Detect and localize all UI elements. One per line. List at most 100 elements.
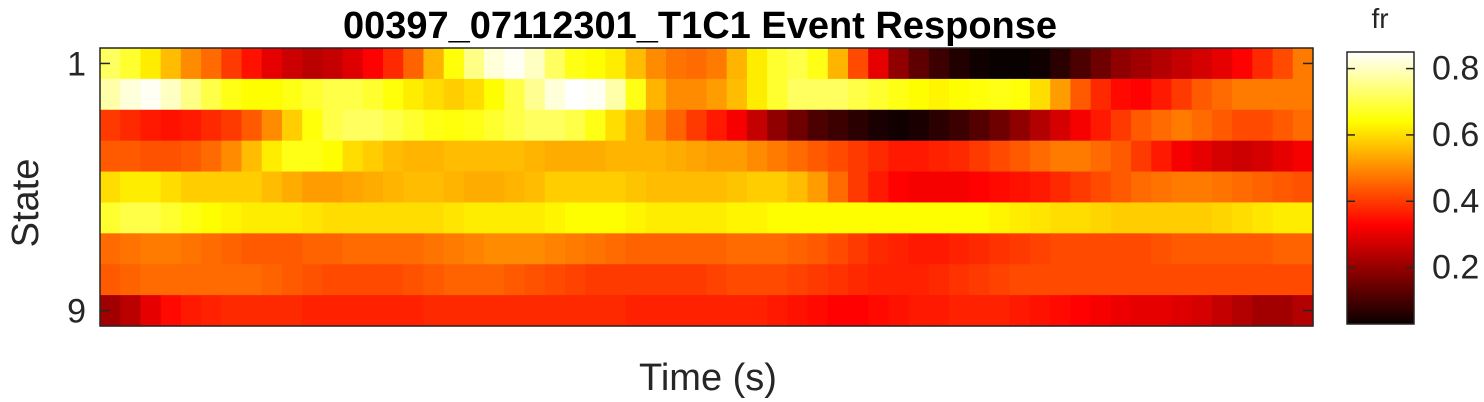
heatmap-cell-state-7-col-17	[423, 233, 445, 265]
heatmap-cell-state-6-col-20	[484, 202, 505, 234]
heatmap-cell-state-4-col-26	[605, 140, 627, 173]
heatmap-cell-state-6-col-10	[281, 202, 303, 234]
heatmap-cell-state-8-col-14	[362, 264, 384, 296]
heatmap-cell-state-6-col-59	[1272, 202, 1294, 234]
heatmap-cell-state-9-col-17	[423, 295, 445, 327]
heatmap-cell-state-4-col-3	[140, 140, 162, 173]
heatmap-cell-state-5-col-13	[342, 171, 364, 204]
heatmap-cell-state-2-col-49	[1070, 78, 1092, 111]
heatmap-cell-state-7-col-7	[221, 233, 243, 265]
heatmap-cell-state-3-col-9	[261, 109, 283, 142]
heatmap-cell-state-9-col-13	[342, 295, 364, 327]
heatmap-cell-state-8-col-7	[221, 264, 243, 296]
heatmap-cell-state-5-col-31	[706, 171, 728, 204]
heatmap-cell-state-2-col-2	[120, 78, 142, 111]
heatmap-cell-state-1-col-56	[1211, 48, 1233, 80]
heatmap-cell-state-5-col-27	[625, 171, 647, 204]
heatmap-cell-state-7-col-23	[544, 233, 566, 265]
heatmap-cell-state-4-col-37	[827, 140, 849, 173]
heatmap-cell-state-4-col-44	[969, 140, 991, 173]
heatmap-cell-state-4-col-59	[1272, 140, 1294, 173]
heatmap-cell-state-8-col-36	[807, 264, 829, 296]
heatmap-cell-state-6-col-48	[1050, 202, 1071, 234]
heatmap-cell-state-6-col-22	[524, 202, 546, 234]
heatmap-cell-state-8-col-57	[1232, 264, 1253, 296]
heatmap-cell-state-5-col-26	[605, 171, 627, 204]
heatmap-cell-state-3-col-22	[524, 109, 546, 142]
heatmap-cell-state-8-col-25	[585, 264, 607, 296]
heatmap-cell-state-9-col-10	[281, 295, 303, 327]
heatmap-cell-state-5-col-14	[362, 171, 384, 204]
heatmap-cell-state-6-col-39	[868, 202, 890, 234]
heatmap-cell-state-7-col-48	[1050, 233, 1071, 265]
heatmap-cell-state-6-col-56	[1211, 202, 1233, 234]
heatmap-cell-state-8-col-34	[767, 264, 788, 296]
heatmap-cell-state-5-col-58	[1252, 171, 1274, 204]
heatmap-cell-state-2-col-26	[605, 78, 627, 111]
heatmap-cell-state-4-col-39	[868, 140, 890, 173]
heatmap-cell-state-7-col-36	[807, 233, 829, 265]
heatmap-cell-state-3-col-39	[868, 109, 890, 142]
heatmap-cell-state-9-col-3	[140, 295, 162, 327]
heatmap-cell-state-1-col-53	[1151, 48, 1173, 80]
heatmap-cell-state-7-col-60	[1292, 233, 1314, 265]
heatmap-cell-state-9-col-21	[504, 295, 526, 327]
heatmap-cell-state-6-col-58	[1252, 202, 1274, 234]
heatmap-cell-state-4-col-20	[484, 140, 505, 173]
heatmap-cell-state-4-col-29	[666, 140, 687, 173]
heatmap-cell-state-3-col-55	[1191, 109, 1213, 142]
heatmap-cell-state-1-col-30	[686, 48, 708, 80]
heatmap-cell-state-3-col-46	[1009, 109, 1031, 142]
heatmap-cell-state-6-col-2	[120, 202, 142, 234]
heatmap-cell-state-6-col-54	[1171, 202, 1193, 234]
heatmap-cell-state-1-col-33	[746, 48, 768, 80]
heatmap-cell-state-2-col-51	[1110, 78, 1132, 111]
heatmap-cell-state-6-col-44	[969, 202, 991, 234]
heatmap-cell-state-8-col-13	[342, 264, 364, 296]
heatmap-cell-state-7-col-19	[463, 233, 485, 265]
heatmap-cell-state-5-col-20	[484, 171, 505, 204]
heatmap-cell-state-6-col-15	[383, 202, 404, 234]
heatmap-cell-state-6-col-12	[322, 202, 344, 234]
heatmap-cell-state-1-col-41	[908, 48, 930, 80]
heatmap-cell-state-8-col-58	[1252, 264, 1274, 296]
heatmap-cell-state-2-col-27	[625, 78, 647, 111]
heatmap-cell-state-5-col-22	[524, 171, 546, 204]
heatmap-cell-state-1-col-54	[1171, 48, 1193, 80]
heatmap-cell-state-3-col-27	[625, 109, 647, 142]
heatmap-cell-state-2-col-12	[322, 78, 344, 111]
heatmap-cell-state-6-col-33	[746, 202, 768, 234]
heatmap-cell-state-4-col-49	[1070, 140, 1092, 173]
heatmap-cell-state-4-col-16	[403, 140, 425, 173]
heatmap-cell-state-5-col-8	[241, 171, 263, 204]
heatmap-cell-state-2-col-38	[848, 78, 869, 111]
heatmap-cell-state-9-col-58	[1252, 295, 1274, 327]
heatmap-cell-state-1-col-46	[1009, 48, 1031, 80]
heatmap-cell-state-8-col-17	[423, 264, 445, 296]
heatmap-cell-state-5-col-44	[969, 171, 991, 204]
heatmap-cell-state-3-col-57	[1232, 109, 1253, 142]
heatmap-cell-state-9-col-39	[868, 295, 890, 327]
heatmap-cell-state-8-col-11	[302, 264, 323, 296]
colorbar-tick-label: 0.8	[1432, 50, 1479, 88]
heatmap-cell-state-4-col-36	[807, 140, 829, 173]
heatmap-cell-state-6-col-1	[100, 202, 121, 234]
heatmap-cell-state-1-col-7	[221, 48, 243, 80]
heatmap-cell-state-3-col-7	[221, 109, 243, 142]
heatmap-cell-state-9-col-7	[221, 295, 243, 327]
heatmap-cell-state-2-col-8	[241, 78, 263, 111]
heatmap-cell-state-8-col-44	[969, 264, 991, 296]
heatmap-cell-state-4-col-35	[787, 140, 809, 173]
heatmap-cell-state-6-col-51	[1110, 202, 1132, 234]
heatmap-cell-state-9-col-40	[888, 295, 910, 327]
heatmap-cell-state-4-col-9	[261, 140, 283, 173]
heatmap-cell-state-8-col-4	[160, 264, 182, 296]
heatmap-cell-state-3-col-19	[463, 109, 485, 142]
heatmap-cell-state-5-col-2	[120, 171, 142, 204]
heatmap-cell-state-7-col-24	[564, 233, 586, 265]
heatmap-cell-state-8-col-22	[524, 264, 546, 296]
heatmap-cell-state-4-col-24	[564, 140, 586, 173]
heatmap-cell-state-4-col-18	[443, 140, 465, 173]
colorbar-tick-label: 0.6	[1432, 116, 1479, 154]
heatmap-cell-state-8-col-9	[261, 264, 283, 296]
